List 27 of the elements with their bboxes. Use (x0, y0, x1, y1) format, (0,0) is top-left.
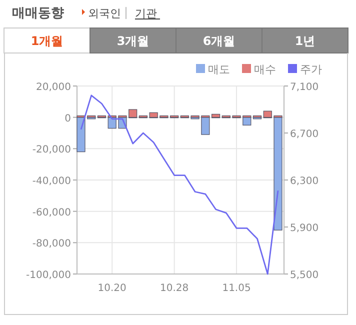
text: 1년 (294, 34, 316, 48)
legend-label: 매수 (254, 63, 276, 76)
x-tick-label: 10.28 (160, 283, 189, 294)
x-tick-label: 10.20 (98, 283, 126, 294)
text: 6개월 (202, 34, 236, 48)
chart-title: 매매동향 (12, 6, 64, 21)
y-tick-label: -20,000 (32, 144, 71, 156)
bar (211, 114, 220, 118)
y2-tick-label: 5,500 (290, 270, 319, 281)
text: 기관 (135, 7, 157, 20)
y-tick-label: -100,000 (26, 270, 71, 281)
line-series (80, 94, 279, 275)
legend-label: 주가 (300, 63, 322, 76)
x-tick-label: 11.05 (222, 283, 251, 294)
y2-tick-label: 7,100 (290, 82, 319, 93)
y2-tick-label: 6,300 (290, 176, 319, 187)
y-tick-label: -40,000 (32, 176, 71, 187)
text: 3개월 (116, 34, 150, 48)
y-tick-label: -60,000 (32, 207, 71, 218)
y2-tick-label: 5,900 (290, 223, 319, 234)
y-tick-label: -80,000 (32, 238, 71, 250)
text: 1개월 (30, 34, 64, 48)
text: 외국인 (88, 7, 121, 20)
y2-tick-label: 6,700 (290, 129, 319, 140)
legend-label: 매도 (208, 63, 230, 76)
y-tick-label: 0 (64, 113, 71, 124)
y-tick-label: 20,000 (36, 82, 71, 93)
